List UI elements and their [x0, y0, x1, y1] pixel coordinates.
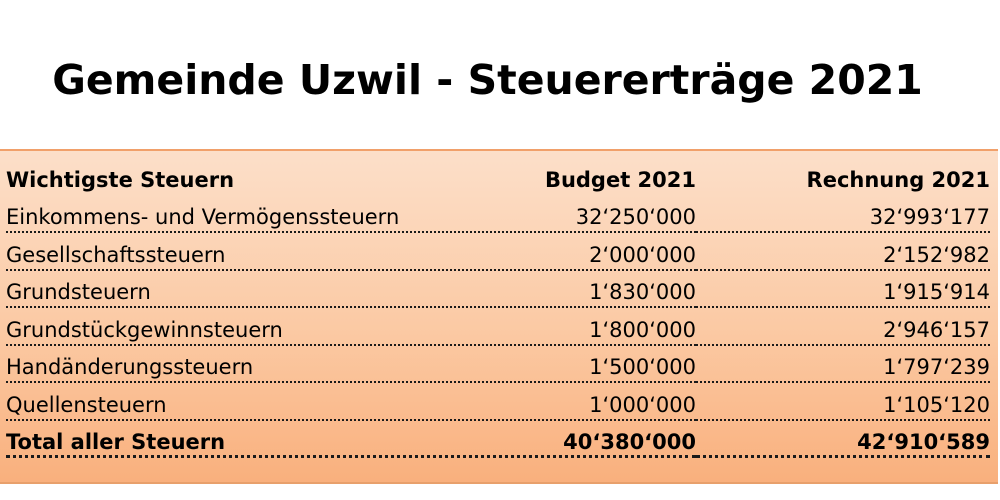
tax-name: Quellensteuern	[6, 392, 167, 417]
table-row: Gesellschaftssteuern 2‘000‘000 2‘152‘982	[6, 233, 998, 271]
budget-value: 1‘000‘000	[589, 392, 696, 417]
tax-name: Einkommens- und Vermögenssteuern	[6, 205, 400, 229]
column-header-budget: Budget 2021	[544, 167, 696, 192]
table-background-panel	[0, 149, 998, 484]
table-row: Grundstückgewinnsteuern 1‘800‘000 2‘946‘…	[6, 308, 998, 346]
tax-name: Gesellschaftssteuern	[6, 242, 226, 267]
budget-value: 32‘250‘000	[575, 205, 696, 229]
table-row: Grundsteuern 1‘830‘000 1‘915‘914	[6, 271, 998, 309]
budget-value: 1‘830‘000	[589, 280, 696, 304]
rechnung-value: 1‘105‘120	[883, 392, 990, 417]
total-label: Total aller Steuern	[6, 430, 226, 454]
rechnung-value: 1‘915‘914	[883, 280, 990, 304]
budget-value: 2‘000‘000	[589, 242, 696, 267]
page-title: Gemeinde Uzwil - Steuererträge 2021	[52, 56, 923, 104]
total-budget-value: 40‘380‘000	[563, 430, 696, 454]
table-total-row: Total aller Steuern 40‘380‘000 42‘910‘58…	[6, 421, 998, 459]
rechnung-value: 32‘993‘177	[869, 205, 990, 229]
tax-name: Handänderungssteuern	[6, 355, 254, 379]
rechnung-value: 2‘152‘982	[883, 242, 990, 267]
rechnung-value: 2‘946‘157	[883, 317, 990, 342]
budget-value: 1‘800‘000	[589, 317, 696, 342]
table-row: Handänderungssteuern 1‘500‘000 1‘797‘239	[6, 346, 998, 384]
column-header-taxes: Wichtigste Steuern	[6, 167, 235, 192]
column-header-rechnung: Rechnung 2021	[806, 167, 990, 192]
tax-name: Grundsteuern	[6, 280, 151, 304]
table-row: Einkommens- und Vermögenssteuern 32‘250‘…	[6, 196, 998, 234]
tax-table: Wichtigste Steuern Budget 2021 Rechnung …	[6, 158, 998, 458]
budget-value: 1‘500‘000	[589, 355, 696, 379]
tax-name: Grundstückgewinnsteuern	[6, 317, 283, 342]
rechnung-value: 1‘797‘239	[883, 355, 990, 379]
total-rechnung-value: 42‘910‘589	[857, 430, 990, 454]
table-row: Quellensteuern 1‘000‘000 1‘105‘120	[6, 383, 998, 421]
table-header-row: Wichtigste Steuern Budget 2021 Rechnung …	[6, 158, 998, 196]
